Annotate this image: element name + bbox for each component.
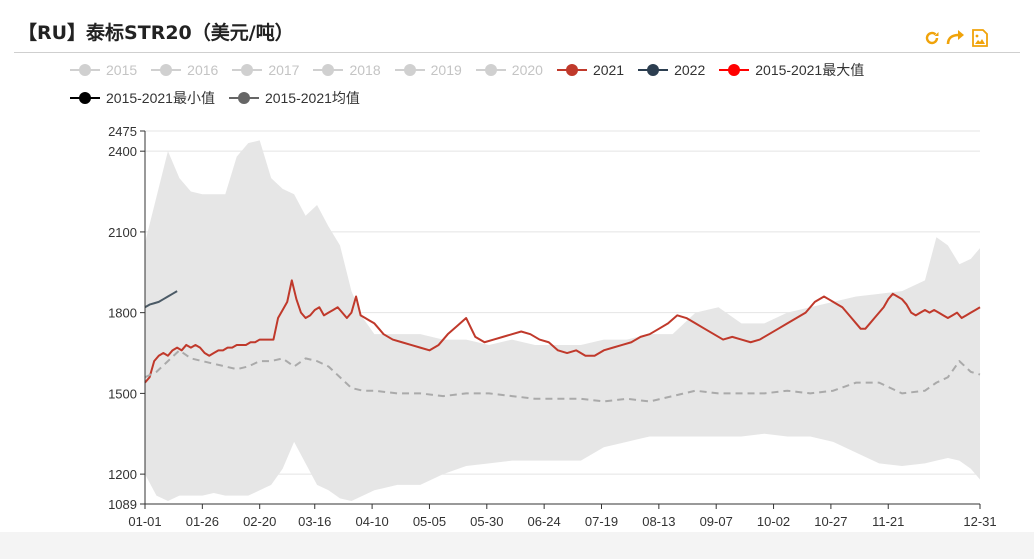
- legend-marker-icon: [556, 64, 587, 76]
- legend-item[interactable]: 2018: [313, 62, 381, 78]
- legend-row: 2015 2016 2017 2018 2019 2020 2021 2022 2015-202…: [70, 56, 1010, 84]
- legend-item[interactable]: 2022: [638, 62, 705, 78]
- legend-item[interactable]: 2017: [232, 62, 299, 78]
- legend-label: 2019: [430, 62, 462, 78]
- legend-item[interactable]: 2015-2021均值: [228, 88, 360, 108]
- y-tick-label: 2400: [108, 144, 137, 159]
- legend-item[interactable]: 2015-2021最小值: [70, 88, 215, 108]
- legend-marker-icon: [228, 92, 259, 104]
- x-tick-label: 11-21: [872, 514, 904, 529]
- legend-item[interactable]: 2021: [556, 62, 625, 78]
- title-divider: [14, 52, 1020, 53]
- legend-item[interactable]: 2015-2021最大值: [719, 60, 864, 80]
- legend-marker-icon: [70, 92, 100, 104]
- legend-item[interactable]: 2019: [394, 62, 462, 78]
- legend-marker-icon: [719, 64, 750, 76]
- legend-item[interactable]: 2020: [475, 62, 543, 78]
- line-chart: 1089 1200 1500 1800 2100 2400 2475 01-01 01-26 02…: [108, 124, 997, 529]
- x-tick-label: 12-31: [963, 514, 996, 529]
- chart-toolbox: [922, 28, 990, 48]
- legend-marker-icon: [394, 64, 425, 76]
- x-tick-label: 04-10: [355, 514, 388, 529]
- x-tick-label: 02-20: [243, 514, 276, 529]
- y-tick-label: 1200: [108, 467, 137, 482]
- restore-icon[interactable]: [946, 28, 966, 48]
- x-tick-label: 06-24: [528, 514, 561, 529]
- legend-marker-icon: [151, 64, 182, 76]
- legend-label: 2018: [349, 62, 381, 78]
- chart-title: 【RU】泰标STR20（美元/吨）: [18, 22, 294, 44]
- x-tick-label: 05-05: [413, 514, 446, 529]
- series-line: [144, 279, 981, 384]
- legend-marker-icon: [313, 64, 344, 76]
- legend-marker-icon: [638, 64, 669, 76]
- y-tick-label: 1089: [108, 497, 137, 512]
- legend-label: 2017: [268, 62, 300, 78]
- legend-label: 2021: [592, 62, 625, 78]
- x-tick-label: 08-13: [642, 514, 675, 529]
- x-tick-label: 01-26: [186, 514, 219, 529]
- legend-marker-icon: [70, 64, 100, 76]
- y-tick-label: 2100: [108, 225, 137, 240]
- legend-label: 2015-2021均值: [264, 90, 360, 106]
- range-band: [145, 140, 980, 502]
- x-tick-label: 07-19: [585, 514, 618, 529]
- legend-label: 2016: [187, 62, 219, 78]
- legend-marker-icon: [232, 64, 263, 76]
- series-line: [144, 290, 178, 309]
- chart-legend: 2015 2016 2017 2018 2019 2020 2021 2022 2015-202…: [70, 56, 1010, 112]
- legend-item[interactable]: 2016: [151, 62, 218, 78]
- x-tick-label: 09-07: [700, 514, 733, 529]
- legend-item[interactable]: 2015: [70, 62, 137, 78]
- series-line: [144, 349, 981, 403]
- x-tick-label: 05-30: [470, 514, 503, 529]
- legend-row: 2015-2021最小值 2015-2021均值: [70, 84, 1010, 112]
- legend-label: 2015: [106, 62, 138, 78]
- legend-marker-icon: [475, 64, 506, 76]
- legend-label: 2015-2021最小值: [106, 90, 215, 106]
- refresh-icon[interactable]: [922, 28, 942, 48]
- x-tick-label: 03-16: [298, 514, 331, 529]
- y-tick-label: 1800: [108, 306, 137, 321]
- x-tick-label: 10-27: [814, 514, 847, 529]
- save-image-icon[interactable]: [970, 28, 990, 48]
- x-tick-label: 01-01: [128, 514, 161, 529]
- legend-label: 2020: [511, 62, 543, 78]
- legend-label: 2022: [674, 62, 706, 78]
- y-tick-label: 1500: [108, 386, 137, 401]
- y-tick-label: 2475: [108, 124, 137, 139]
- x-tick-label: 10-02: [757, 514, 790, 529]
- legend-label: 2015-2021最大值: [755, 62, 865, 78]
